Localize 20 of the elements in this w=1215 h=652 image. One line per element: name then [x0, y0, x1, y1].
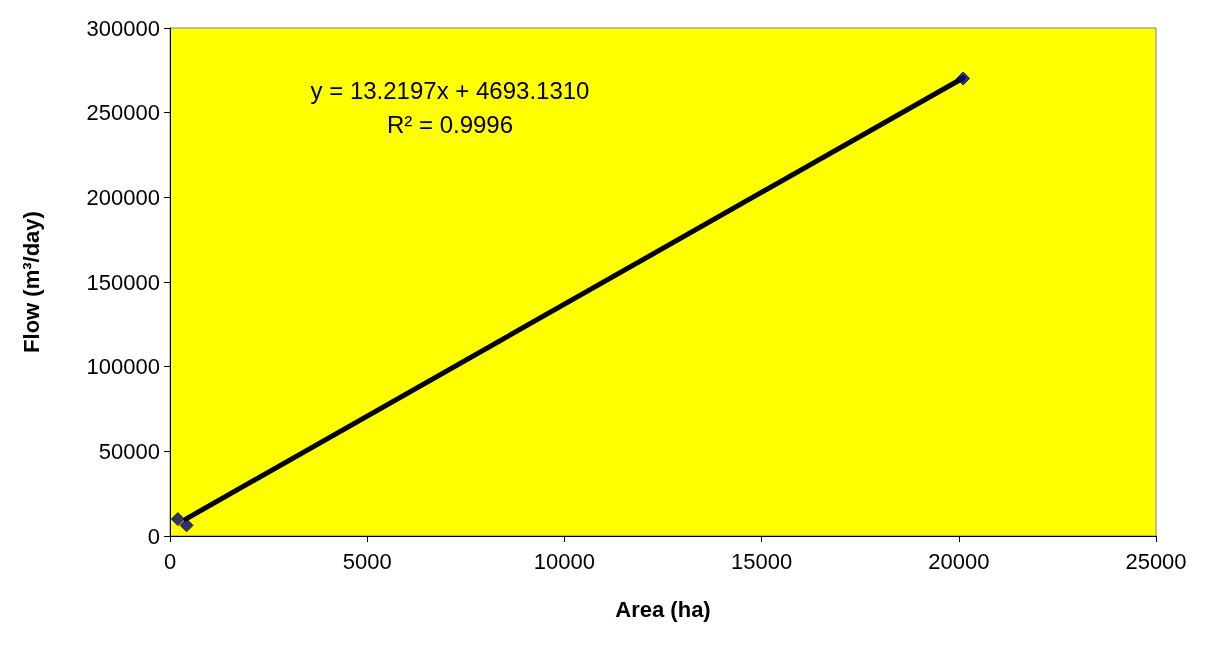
x-tick-label: 10000: [533, 548, 595, 574]
y-tick-label: 50000: [98, 438, 160, 464]
y-tick-label: 250000: [86, 100, 160, 126]
y-axis-title: Flow (m³/day): [18, 211, 44, 353]
x-tick-label: 5000: [342, 548, 392, 574]
point: [956, 71, 971, 86]
y-tick-label: 300000: [86, 15, 160, 41]
x-tick-label: 20000: [928, 548, 990, 574]
x-tick-label: 0: [163, 548, 177, 574]
annotation: R² = 0.9996: [386, 110, 514, 138]
x-tick-label: 25000: [1125, 548, 1187, 574]
point: [170, 512, 185, 527]
y-tick-label: 200000: [86, 184, 160, 210]
y-tick-label: 100000: [86, 354, 160, 380]
annotation: y = 13.2197x + 4693.1310: [310, 76, 590, 104]
point: [179, 518, 194, 533]
y-tick-label: 0: [147, 523, 160, 549]
y-tick-label: 150000: [86, 269, 160, 295]
x-tick-label: 15000: [731, 548, 793, 574]
x-axis-title: Area (ha): [615, 596, 711, 622]
